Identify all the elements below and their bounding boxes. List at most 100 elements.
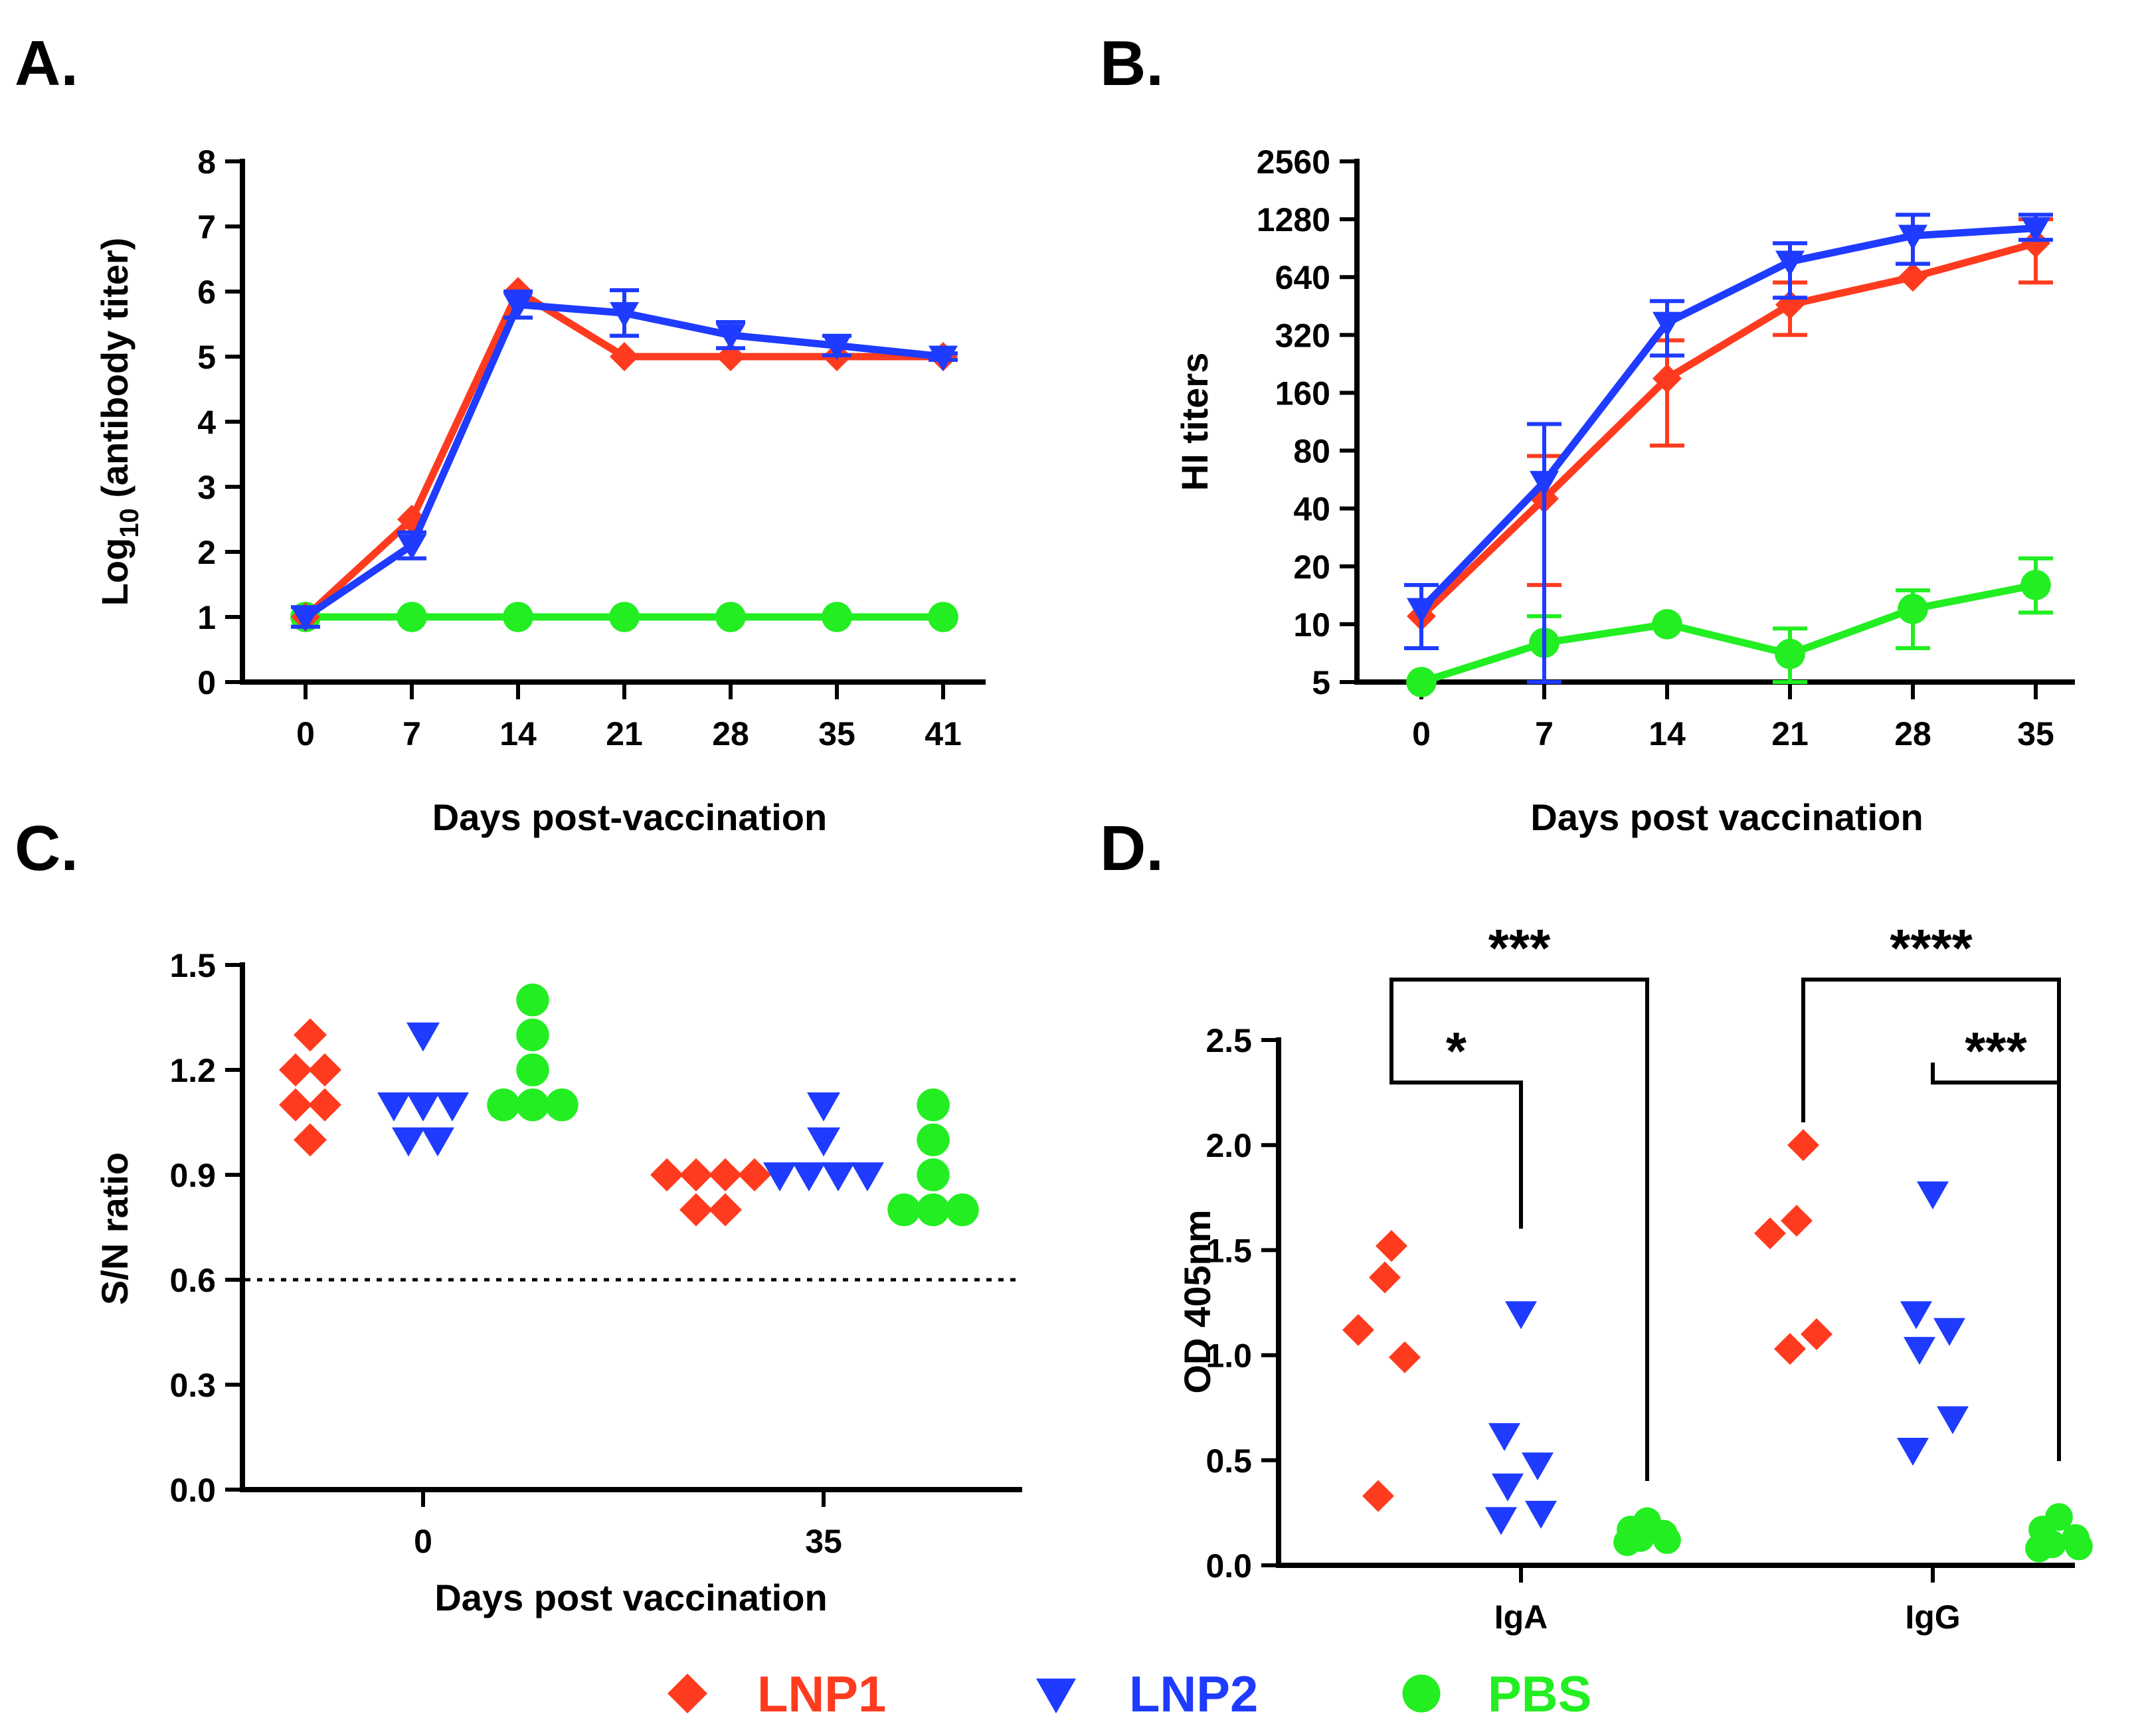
- data-point-b-lnp2: [1652, 311, 1682, 338]
- y-tick-label-d: 0.0: [1205, 1547, 1252, 1585]
- data-point-c-lnp1: [738, 1158, 771, 1191]
- data-point-c-lnp2: [763, 1162, 796, 1191]
- data-point-c-lnp2: [421, 1127, 454, 1157]
- data-point-d-lnp2: [1904, 1337, 1935, 1365]
- data-point-c-lnp2: [392, 1127, 425, 1157]
- x-tick-label-d: IgG: [1905, 1599, 1960, 1636]
- y-tick-label-b: 80: [1293, 433, 1330, 470]
- significance-label: ***: [1488, 918, 1551, 978]
- data-point-d-pbs: [1653, 1526, 1681, 1554]
- data-point-a-lnp2: [291, 606, 320, 632]
- y-tick-label-b: 10: [1293, 606, 1330, 644]
- data-point-b-lnp2: [1775, 250, 1805, 276]
- data-point-a-lnp2: [503, 294, 533, 319]
- data-point-d-lnp2: [1897, 1437, 1929, 1466]
- data-point-a-pbs: [822, 602, 852, 632]
- y-tick-label-a: 2: [197, 534, 216, 571]
- data-point-c-lnp1: [679, 1158, 713, 1191]
- data-point-d-lnp1: [1342, 1314, 1374, 1346]
- data-point-c-lnp2: [822, 1162, 855, 1191]
- data-point-d-pbs: [2025, 1534, 2053, 1563]
- y-axis-title-d: OD 405nm: [1176, 1210, 1218, 1394]
- data-point-c-lnp2: [807, 1127, 840, 1157]
- x-tick-label-b: 7: [1535, 715, 1554, 752]
- data-point-d-lnp2: [1917, 1181, 1949, 1209]
- data-point-c-pbs: [917, 1123, 950, 1157]
- y-tick-label-c: 0.9: [169, 1157, 216, 1194]
- legend-label-lnp1: LNP1: [757, 1666, 886, 1723]
- data-point-a-pbs: [715, 602, 746, 632]
- data-point-d-lnp2: [1492, 1473, 1524, 1502]
- y-tick-label-b: 5: [1312, 664, 1330, 701]
- y-tick-label-b: 1280: [1257, 201, 1330, 238]
- y-tick-label-a: 8: [197, 143, 216, 181]
- panel-a: A. 0 1 2 3 4 5 6 7 8 0 7 14 21 28 35 41 Days post-vaccina…: [15, 28, 986, 838]
- data-point-b-pbs: [1652, 609, 1682, 640]
- data-point-d-lnp2: [1522, 1452, 1554, 1481]
- y-axis-title-b: HI titers: [1174, 353, 1215, 491]
- legend-marker-pbs: [1402, 1674, 1441, 1713]
- data-point-a-lnp1: [610, 342, 639, 371]
- data-point-d-lnp1: [1801, 1318, 1832, 1350]
- x-tick-label-b: 14: [1649, 715, 1686, 752]
- y-tick-label-b: 640: [1275, 259, 1330, 296]
- y-tick-label-d: 2.0: [1205, 1127, 1252, 1164]
- y-tick-label-c: 0.3: [169, 1367, 216, 1404]
- data-point-a-lnp2: [610, 302, 639, 328]
- data-point-a-pbs: [609, 602, 640, 632]
- data-point-c-pbs: [887, 1193, 921, 1227]
- x-tick-label-a: 21: [606, 715, 643, 752]
- significance-bracket: [1389, 978, 1649, 1481]
- y-tick-label-b: 40: [1293, 491, 1330, 528]
- data-point-a-pbs: [397, 602, 427, 632]
- y-tick-label-b: 20: [1293, 549, 1330, 586]
- x-axis-title-a: Days post-vaccination: [432, 796, 827, 838]
- series-line-b-lnp2: [1419, 224, 2036, 612]
- y-axis-title-c: S/N ratio: [94, 1152, 135, 1305]
- legend-marker-lnp1: [668, 1674, 707, 1713]
- y-axis-title-a-sub: 10: [115, 508, 144, 538]
- series-line-b-pbs: [1420, 581, 2037, 686]
- data-point-b-lnp2: [1530, 471, 1559, 497]
- data-point-c-pbs: [516, 983, 549, 1017]
- y-tick-label-a: 4: [197, 404, 216, 441]
- data-point-c-lnp1: [294, 1123, 327, 1157]
- y-tick-label-c: 1.5: [169, 947, 216, 984]
- data-point-c-lnp2: [406, 1092, 440, 1122]
- error-bar-b: [1527, 422, 1562, 684]
- y-tick-label-a: 3: [197, 469, 216, 506]
- data-point-c-lnp1: [679, 1193, 713, 1227]
- x-tick-label-a: 0: [296, 715, 315, 752]
- x-tick-label-b: 35: [2017, 715, 2054, 752]
- data-point-c-lnp1: [308, 1053, 341, 1086]
- series-line-b-lnp1: [1419, 239, 2037, 619]
- panel-label-b: B.: [1100, 28, 1164, 99]
- data-point-b-lnp1: [1898, 262, 1927, 292]
- panel-label-d: D.: [1100, 813, 1164, 884]
- data-point-c-lnp1: [709, 1158, 742, 1191]
- y-tick-label-d: 2.5: [1205, 1022, 1252, 1059]
- legend-marker-lnp2: [1036, 1678, 1076, 1713]
- x-tick-label-b: 28: [1894, 715, 1931, 752]
- data-point-b-lnp2: [1407, 598, 1436, 624]
- x-tick-label-a: 41: [925, 715, 962, 752]
- x-tick-label-a: 35: [818, 715, 855, 752]
- data-point-a-pbs: [503, 602, 533, 632]
- data-point-c-lnp2: [807, 1092, 840, 1122]
- y-tick-label-a: 1: [197, 599, 216, 636]
- x-axis-title-c: Days post vaccination: [434, 1577, 827, 1618]
- data-point-d-lnp2: [1525, 1500, 1557, 1529]
- data-point-a-lnp2: [822, 334, 851, 361]
- data-point-c-pbs: [917, 1193, 950, 1227]
- data-point-c-lnp1: [279, 1088, 312, 1122]
- data-point-b-pbs: [1406, 667, 1437, 697]
- data-point-d-pbs: [1613, 1528, 1641, 1557]
- data-point-d-lnp1: [1774, 1333, 1806, 1365]
- data-point-c-pbs: [917, 1158, 950, 1191]
- data-point-d-lnp2: [1505, 1301, 1537, 1330]
- significance-bracket: [1931, 1063, 2061, 1461]
- significance-label: ****: [1890, 918, 1973, 978]
- data-point-b-lnp2: [1898, 224, 1927, 251]
- data-point-d-lnp2: [1485, 1507, 1517, 1535]
